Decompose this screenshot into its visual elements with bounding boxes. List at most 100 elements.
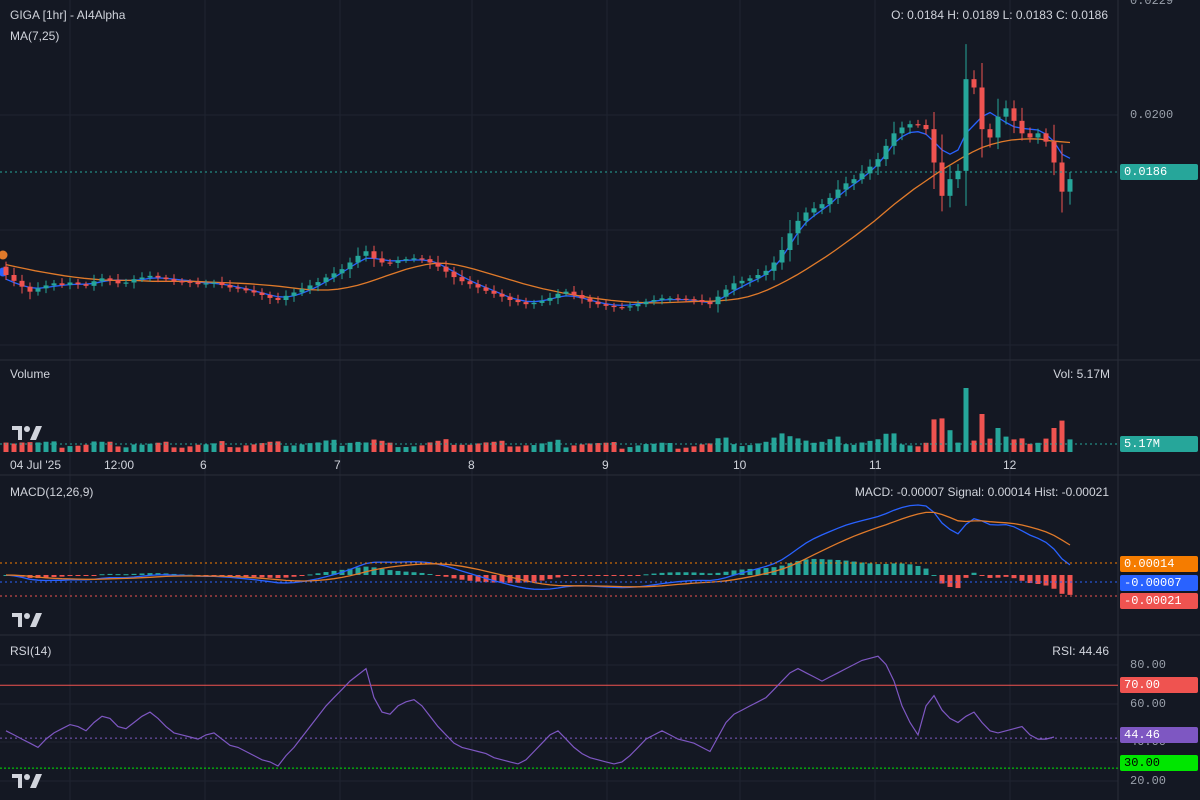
- volume-bar: [939, 418, 945, 452]
- volume-bar: [291, 445, 297, 452]
- macd-hist-bar: [1027, 575, 1033, 584]
- candle-body-up: [819, 204, 825, 209]
- volume-bar: [859, 442, 865, 452]
- volume-bar: [835, 436, 841, 452]
- macd-hist-bar: [627, 575, 633, 576]
- rsi-oversold-tag: 30.00: [1120, 755, 1198, 771]
- macd-hist-bar: [491, 575, 497, 583]
- macd-hist-bar: [1019, 575, 1025, 581]
- macd-hist-bar: [827, 559, 833, 575]
- volume-bar: [35, 442, 41, 452]
- macd-hist-bar: [347, 568, 353, 575]
- macd-hist-bar: [371, 567, 377, 575]
- candle-body-up: [315, 282, 321, 286]
- volume-bar: [179, 447, 185, 452]
- macd-hist-bar: [467, 575, 473, 581]
- volume-bar: [699, 444, 705, 452]
- candle-body-up: [835, 189, 841, 198]
- macd-hist-bar: [963, 575, 969, 578]
- macd-hist-bar: [675, 572, 681, 575]
- x-label-1200: 12:00: [104, 458, 135, 472]
- macd-signal-line: [5, 511, 1071, 588]
- macd-hist-bar: [611, 575, 617, 576]
- candle-body-up: [659, 298, 665, 300]
- volume-bar: [635, 445, 641, 452]
- candle-body-down: [115, 280, 121, 284]
- volume-bar: [627, 447, 633, 452]
- candle-body-up: [867, 166, 873, 174]
- macd-hist-bar: [451, 575, 457, 579]
- candle-body-up: [843, 183, 849, 190]
- candle-body-down: [427, 259, 433, 263]
- volume-bar: [27, 442, 33, 452]
- macd-hist-bar: [867, 563, 873, 575]
- volume-bar: [595, 443, 601, 452]
- candle-body-up: [51, 283, 57, 286]
- macd-hist-bar: [115, 574, 121, 576]
- rsi-readout: RSI: 44.46: [1052, 644, 1109, 658]
- candle-body-up: [211, 282, 217, 284]
- candle-body-up: [99, 278, 105, 282]
- macd-hist-bar: [987, 575, 993, 578]
- candle-body-up: [771, 262, 777, 271]
- volume-bars: [3, 388, 1073, 452]
- rsi-tick-20: 20.00: [1130, 774, 1167, 788]
- candle-body-down: [595, 301, 601, 305]
- volume-bar: [675, 448, 681, 452]
- volume-readout: Vol: 5.17M: [1053, 367, 1110, 381]
- candle-body-down: [195, 282, 201, 285]
- rsi-tick-80: 80.00: [1130, 658, 1167, 672]
- macd-hist-bar: [1003, 575, 1009, 577]
- rsi-value-tag: 44.46: [1120, 727, 1198, 743]
- volume-bar: [419, 445, 425, 452]
- macd-hist-bar: [139, 573, 145, 575]
- volume-bar: [427, 442, 433, 452]
- volume-bar: [747, 445, 753, 452]
- candle-body-down: [227, 285, 233, 288]
- volume-bar: [323, 440, 329, 452]
- macd-hist-bar: [931, 574, 937, 576]
- volume-bar: [987, 438, 993, 452]
- candle-body-down: [475, 284, 481, 288]
- volume-bar: [283, 445, 289, 452]
- macd-hist-bar: [723, 571, 729, 575]
- macd-hist-bar: [107, 573, 113, 575]
- candle-body-up: [627, 306, 633, 308]
- macd-hist-bar: [235, 575, 241, 577]
- candle-body-down: [187, 281, 193, 283]
- macd-hist-bar: [715, 572, 721, 575]
- volume-bar: [843, 444, 849, 452]
- rsi-indicator: [0, 655, 1118, 769]
- macd-hist-bar: [267, 575, 273, 578]
- macd-hist-bar: [315, 573, 321, 575]
- candle-body-down: [243, 288, 249, 291]
- volume-bar: [571, 445, 577, 452]
- volume-bar: [435, 440, 441, 452]
- macd-hist-bar: [283, 575, 289, 578]
- volume-bar: [979, 414, 985, 452]
- candle-body-up: [787, 233, 793, 250]
- macd-hist-bar: [459, 575, 465, 580]
- macd-hist-bar: [1067, 575, 1073, 595]
- candle-body-down: [371, 251, 377, 259]
- volume-bar: [771, 437, 777, 452]
- candle-body-up: [547, 297, 553, 301]
- candle-body-up: [123, 282, 129, 284]
- candle-body-up: [1067, 179, 1073, 192]
- macd-hist-bar: [547, 575, 553, 580]
- volume-bar: [51, 441, 57, 452]
- candle-body-down: [451, 271, 457, 278]
- macd-hist-bar: [699, 572, 705, 575]
- candle-body-down: [1059, 162, 1065, 192]
- candle-body-down: [27, 286, 33, 292]
- candle-body-down: [267, 295, 273, 298]
- volume-bar: [915, 446, 921, 452]
- candle-body-down: [699, 300, 705, 303]
- candle-body-down: [587, 298, 593, 302]
- volume-bar: [531, 445, 537, 452]
- volume-bar: [187, 446, 193, 452]
- candle-body-down: [675, 298, 681, 300]
- macd-hist-bar: [819, 559, 825, 575]
- rsi-overbought-tag: 70.00: [1120, 677, 1198, 693]
